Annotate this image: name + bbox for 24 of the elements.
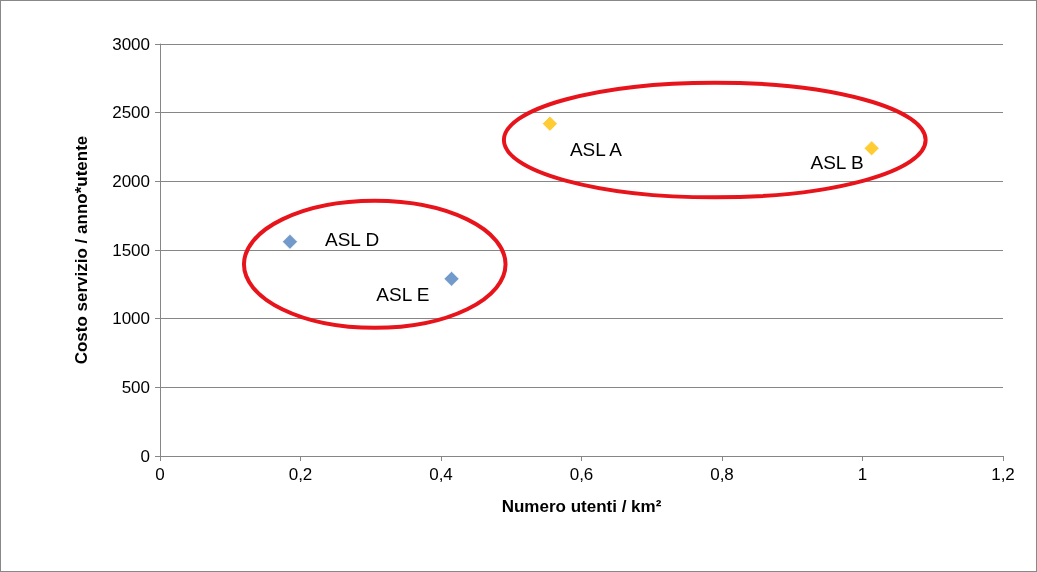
point [443,270,460,287]
y-tick-label: 0 [140,446,150,466]
annotation: ASL B [810,151,864,173]
annotation: ASL A [569,139,623,161]
point [541,115,558,132]
annotation: ASL E [376,284,430,306]
y-tick-label: 2500 [112,103,150,123]
y-axis-title: Costo servizio / anno*utente [72,135,91,365]
y-tick-label: 2000 [112,171,150,191]
point [863,140,880,157]
y-tick-label: 500 [121,377,150,397]
point [282,233,298,250]
x-tick-label: 1,2 [991,465,1015,484]
x-tick-label: 1 [857,465,868,484]
x-tick-label: 0,8 [710,465,734,484]
x-tick-label: 0 [155,465,165,484]
x-tick-label: 0,6 [569,465,594,484]
x-axis-title: Numero utenti / km² [501,497,662,516]
y-tick-label: 3000 [112,34,150,54]
x-tick-label: 0,4 [429,465,453,484]
x-tick-label: 0,2 [288,465,313,484]
annotation: ASL D [324,229,380,251]
y-tick-label: 1500 [112,240,150,260]
y-tick-label: 1000 [112,309,150,329]
